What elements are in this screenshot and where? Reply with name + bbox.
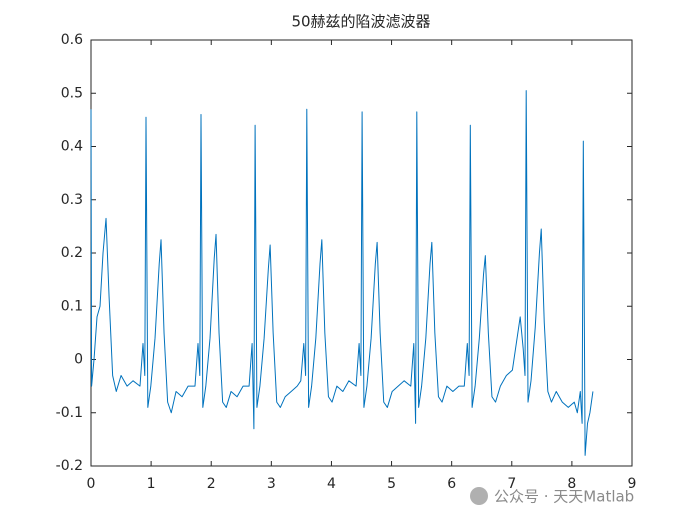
y-tick-label: 0.6 [61,32,83,48]
x-tick-label: 8 [567,476,576,492]
y-tick-label: -0.1 [56,405,83,421]
x-tick-label: 5 [387,476,396,492]
x-tick-label: 0 [87,476,96,492]
x-tick-label: 3 [267,476,276,492]
y-tick-label: 0.2 [61,245,83,261]
x-tick-label: 1 [147,476,156,492]
x-tick-label: 6 [447,476,456,492]
watermark: 公众号 · 天天Matlab [494,488,634,506]
y-tick-label: 0.1 [61,298,83,314]
y-tick-label: 0.3 [61,192,83,208]
y-tick-label: 0 [74,352,83,368]
x-tick-label: 4 [327,476,336,492]
x-tick-label: 2 [207,476,216,492]
y-tick-label: 0.4 [61,139,83,155]
y-tick-label: -0.2 [56,458,83,474]
x-tick-label: 7 [507,476,516,492]
y-tick-label: 0.5 [61,85,83,101]
chart-title: 50赫兹的陷波滤波器 [291,13,430,31]
x-tick-label: 9 [628,476,637,492]
watermark-icon [470,487,488,505]
signal-line [90,90,594,456]
